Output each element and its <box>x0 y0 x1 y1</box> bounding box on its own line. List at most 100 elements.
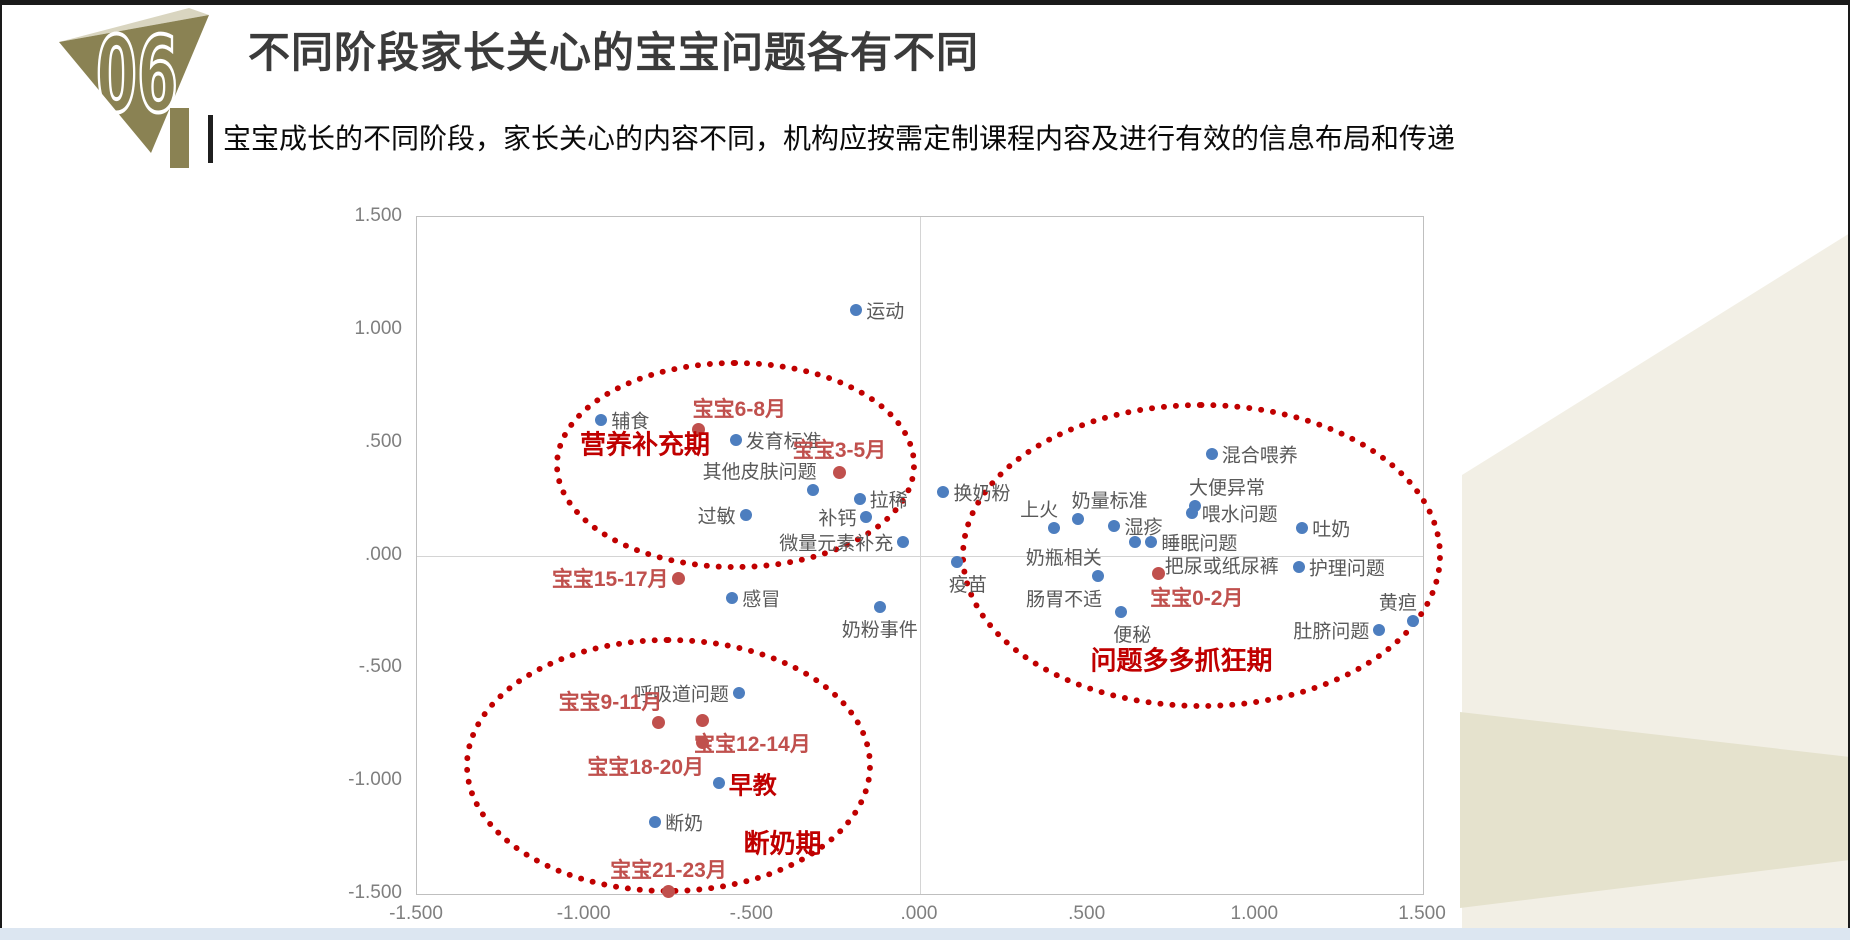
point-label: 宝宝0-2月 <box>1150 586 1244 610</box>
point-dot <box>1185 506 1198 519</box>
cluster-label: 问题多多抓狂期 <box>1090 645 1273 676</box>
point-label: 断奶 <box>665 813 704 835</box>
point-label: 其他皮肤问题 <box>702 462 817 484</box>
y-axis-tick-label: 1.000 <box>354 317 402 339</box>
badge-dark-triangle <box>59 15 209 153</box>
point-dot <box>729 434 742 447</box>
badge-tail-bar <box>170 108 189 168</box>
point-dot <box>1108 520 1121 533</box>
point-dot <box>1128 535 1141 548</box>
point-dot <box>695 713 709 727</box>
point-dot <box>806 484 819 497</box>
y-axis-tick-label: .500 <box>365 430 402 452</box>
point-dot <box>873 601 886 614</box>
bottom-strip <box>0 928 1850 940</box>
cluster-ellipse <box>960 402 1444 709</box>
y-axis-tick-label: 1.500 <box>354 205 402 226</box>
point-dot <box>739 508 752 521</box>
x-axis-tick-label: 1.000 <box>1230 903 1279 924</box>
point-dot <box>649 815 662 828</box>
page-subtitle: 宝宝成长的不同阶段，家长关心的内容不同，机构应按需定制课程内容及进行有效的信息布… <box>223 123 1456 154</box>
cluster-label: 断奶期 <box>743 828 822 859</box>
point-label: 宝宝12-14月 <box>694 733 811 757</box>
point-label: 疫苗 <box>948 575 987 597</box>
point-dot <box>853 493 866 506</box>
point-dot <box>651 715 665 729</box>
subtitle-accent-bar <box>208 115 213 163</box>
point-dot <box>850 303 863 316</box>
point-label: 宝宝15-17月 <box>551 568 669 592</box>
point-label: 护理问题 <box>1308 558 1385 580</box>
zero-gridline-horizontal <box>417 555 1423 557</box>
point-dot <box>726 592 739 605</box>
point-label: 呼吸道问题 <box>633 684 729 706</box>
y-axis-tick-label: .000 <box>365 543 402 565</box>
x-axis-tick-label: -1.000 <box>556 903 611 924</box>
cluster-ellipse <box>554 360 917 571</box>
point-dot <box>695 736 709 750</box>
annotation-label: 肠胃不适 <box>1026 589 1103 611</box>
point-label: 补钙 <box>818 508 857 530</box>
point-label: 睡眠问题 <box>1161 533 1238 555</box>
point-dot <box>595 414 608 427</box>
point-label: 辅食 <box>611 411 650 433</box>
point-label: 宝宝9-11月 <box>558 691 663 715</box>
point-label: 早教 <box>728 772 777 800</box>
x-axis-tick-label: 1.500 <box>1398 903 1446 924</box>
point-label: 微量元素补充 <box>779 533 894 555</box>
point-label: 混合喂养 <box>1221 445 1298 467</box>
point-dot <box>732 687 745 700</box>
point-dot <box>1115 605 1128 618</box>
point-dot <box>1406 614 1419 627</box>
point-dot <box>1373 623 1386 636</box>
point-dot <box>897 535 910 548</box>
point-label: 宝宝6-8月 <box>692 398 787 422</box>
point-label: 感冒 <box>742 589 781 611</box>
point-label: 喂水问题 <box>1201 504 1278 526</box>
point-dot <box>662 885 675 899</box>
point-dot <box>1145 535 1158 548</box>
point-label: 宝宝21-23月 <box>610 858 727 882</box>
y-axis-tick-label: -1.500 <box>348 882 402 903</box>
section-number-badge: 06 <box>59 8 209 168</box>
point-label: 奶粉事件 <box>841 620 918 642</box>
point-dot <box>692 422 706 436</box>
badge-number-text: 06 <box>96 14 178 136</box>
scatter-chart: 运动 辅食 发育标准 其他皮肤问题 拉稀 过敏 补钙 微量元素补充 换奶粉 上火 奶量标准 湿疹 大便异… <box>2 5 1848 928</box>
plot-area: 运动 辅食 发育标准 其他皮肤问题 拉稀 过敏 补钙 微量元素补充 换奶粉 上火 奶量标准 湿疹 大便异… <box>416 216 1444 899</box>
point-dot <box>833 465 847 479</box>
point-dot <box>1151 567 1165 581</box>
y-axis-tick-label: -.500 <box>358 656 402 678</box>
point-label: 奶量标准 <box>1071 491 1148 513</box>
point-dot <box>1048 522 1061 535</box>
point-dot <box>1091 569 1104 582</box>
point-label: 宝宝3-5月 <box>792 439 887 462</box>
point-label: 上火 <box>1020 500 1059 522</box>
badge-light-facet <box>59 8 209 42</box>
x-axis-tick-label: -.500 <box>729 903 773 924</box>
point-dot <box>1292 560 1305 573</box>
point-label: 拉稀 <box>869 490 908 512</box>
point-label: 便秘 <box>1113 624 1152 646</box>
point-dot <box>937 486 950 499</box>
x-axis-tick-label: -1.500 <box>389 903 443 924</box>
point-label: 过敏 <box>697 506 736 528</box>
point-label: 运动 <box>866 301 905 323</box>
point-dot <box>1296 522 1309 535</box>
point-dot <box>950 556 963 569</box>
point-label: 黄疸 <box>1378 592 1417 614</box>
page-title: 不同阶段家长关心的宝宝问题各有不同 <box>248 29 980 76</box>
y-axis-tick-label: -1.000 <box>348 769 402 791</box>
point-label: 吐奶 <box>1312 519 1351 541</box>
point-dot <box>712 777 725 790</box>
cluster-label: 营养补充期 <box>580 429 711 460</box>
point-label: 换奶粉 <box>953 483 1011 505</box>
point-label: 肚脐问题 <box>1293 621 1370 643</box>
x-axis-tick-label: .000 <box>900 903 938 924</box>
point-label: 大便异常 <box>1188 477 1265 499</box>
point-label: 湿疹 <box>1124 517 1163 539</box>
point-dot <box>1071 513 1084 526</box>
point-label: 奶瓶相关 <box>1025 547 1102 569</box>
x-axis-tick-label: .500 <box>1068 903 1106 924</box>
